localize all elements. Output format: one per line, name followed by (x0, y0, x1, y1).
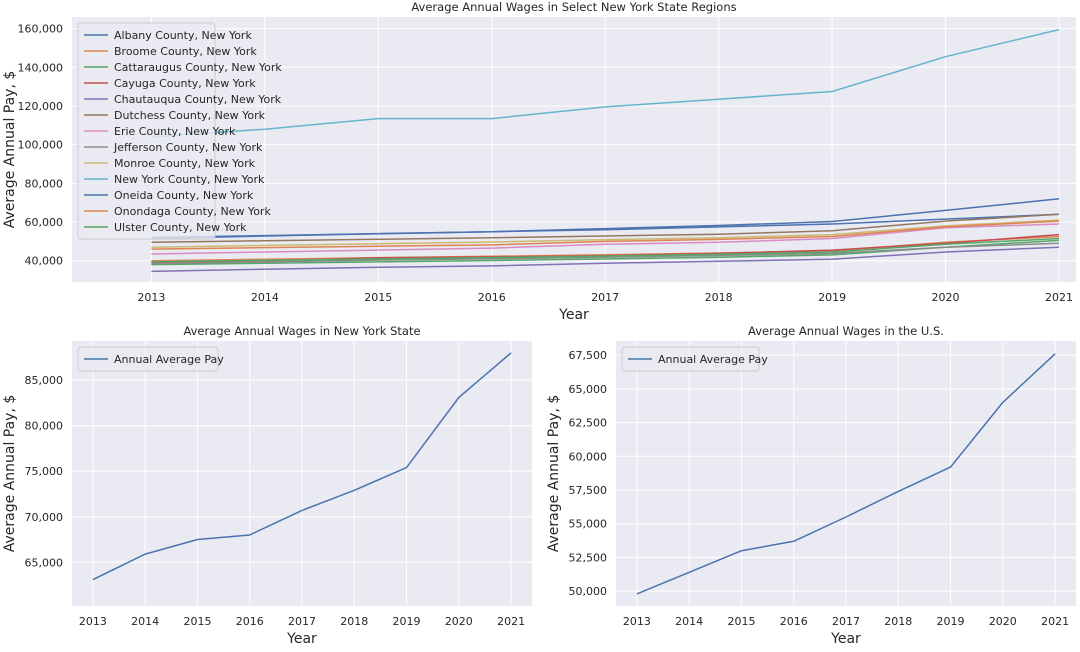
series-line-1 (92, 352, 512, 581)
x-tick-label: 2016 (236, 615, 264, 628)
legend: Albany County, New York Broome County, Ne… (77, 22, 282, 240)
legend-entry: Cayuga County, New York (114, 77, 256, 90)
y-tick-label: 40,000 (25, 255, 64, 268)
legend-entry: Erie County, New York (114, 125, 236, 138)
x-tick-label: 2018 (705, 291, 733, 304)
series-line-7 (151, 223, 1060, 255)
y-tick-label: 57,500 (569, 484, 608, 497)
legend-entry: Broome County, New York (114, 45, 257, 58)
legend: Annual Average Pay (621, 346, 768, 372)
x-tick-label: 2021 (1041, 615, 1069, 628)
legend-entry: Onondaga County, New York (114, 205, 271, 218)
chart-panel-1: 2013 2014 2015 2016 2017 2018 2019 2020 2021 40,0… (2, 0, 1076, 323)
y-tick-label: 75,000 (25, 465, 64, 478)
x-tick-label: 2017 (832, 615, 860, 628)
y-tick-label: 140,000 (18, 61, 64, 74)
y-tick-label: 67,500 (569, 349, 608, 362)
chart-title: Average Annual Wages in New York State (183, 324, 420, 338)
y-tick-label: 80,000 (25, 420, 64, 433)
series-line-11 (151, 198, 1060, 240)
series-line-8 (151, 242, 1060, 265)
y-tick-label: 65,000 (25, 556, 64, 569)
y-tick-label: 70,000 (25, 511, 64, 524)
series-line-5 (151, 246, 1060, 273)
y-tick-label: 62,500 (569, 417, 608, 430)
series-line-9 (151, 219, 1060, 248)
x-tick-label: 2014 (251, 291, 279, 304)
y-tick-label: 85,000 (25, 374, 64, 387)
x-tick-label: 2017 (288, 615, 316, 628)
chart-panel-3: 2013 2014 2015 2016 2017 2018 2019 2020 2021 50,0… (546, 324, 1076, 647)
x-tick-label: 2021 (1045, 291, 1073, 304)
legend-entry: Monroe County, New York (114, 157, 256, 170)
x-tick-label: 2017 (591, 291, 619, 304)
y-tick-label: 120,000 (18, 100, 64, 113)
legend-entry: New York County, New York (114, 173, 265, 186)
x-tick-label: 2020 (932, 291, 960, 304)
legend-entry: Dutchess County, New York (114, 109, 266, 122)
y-tick-label: 55,000 (569, 518, 608, 531)
x-tick-label: 2013 (137, 291, 165, 304)
x-tick-label: 2013 (79, 615, 107, 628)
series-line-6 (151, 213, 1060, 244)
y-tick-label: 52,500 (569, 551, 608, 564)
legend-box (621, 346, 760, 372)
x-tick-label: 2013 (623, 615, 651, 628)
series-line-10 (151, 28, 1060, 138)
x-tick-label: 2018 (340, 615, 368, 628)
legend-entry: Chautauqua County, New York (114, 93, 282, 106)
x-tick-label: 2015 (727, 615, 755, 628)
x-tick-label: 2018 (884, 615, 912, 628)
legend-entry: Albany County, New York (114, 29, 252, 42)
series-line-1 (636, 353, 1056, 595)
x-axis-label: Year (830, 631, 861, 647)
series-line-13 (151, 237, 1060, 263)
y-tick-label: 100,000 (18, 139, 64, 152)
x-tick-label: 2016 (780, 615, 808, 628)
legend-entry: Cattaraugus County, New York (114, 61, 282, 74)
x-axis-label: Year (286, 631, 317, 647)
y-tick-label: 80,000 (25, 177, 64, 190)
x-tick-label: 2014 (131, 615, 159, 628)
y-tick-label: 65,000 (569, 383, 608, 396)
y-tick-label: 160,000 (18, 23, 64, 36)
series-line-12 (151, 220, 1060, 250)
x-tick-label: 2020 (445, 615, 473, 628)
x-tick-label: 2014 (675, 615, 703, 628)
x-tick-label: 2019 (818, 291, 846, 304)
y-axis-label: Average Annual Pay, $ (2, 71, 18, 229)
chart-title: Average Annual Wages in Select New York … (411, 0, 736, 14)
y-axis-label: Average Annual Pay, $ (2, 395, 18, 553)
x-axis-label: Year (558, 307, 589, 323)
x-tick-label: 2016 (478, 291, 506, 304)
chart-title: Average Annual Wages in the U.S. (748, 324, 944, 338)
legend-entry: Jefferson County, New York (113, 141, 263, 154)
legend-box (77, 346, 219, 372)
y-tick-label: 60,000 (569, 450, 608, 463)
legend-box (77, 22, 216, 240)
legend-entry: Oneida County, New York (114, 189, 254, 202)
y-tick-label: 50,000 (569, 585, 608, 598)
x-tick-label: 2020 (989, 615, 1017, 628)
x-tick-label: 2021 (497, 615, 525, 628)
legend-entry: Annual Average Pay (114, 353, 224, 366)
y-axis-label: Average Annual Pay, $ (546, 395, 562, 553)
legend: Annual Average Pay (77, 346, 224, 372)
chart-panel-2: 2013 2014 2015 2016 2017 2018 2019 2020 2021 65,0… (2, 324, 532, 647)
x-tick-label: 2019 (393, 615, 421, 628)
x-tick-label: 2019 (937, 615, 965, 628)
legend-entry: Annual Average Pay (658, 353, 768, 366)
x-tick-label: 2015 (183, 615, 211, 628)
x-tick-label: 2015 (364, 291, 392, 304)
legend-entry: Ulster County, New York (114, 221, 247, 234)
plot-area (72, 17, 1076, 282)
y-tick-label: 60,000 (25, 216, 64, 229)
